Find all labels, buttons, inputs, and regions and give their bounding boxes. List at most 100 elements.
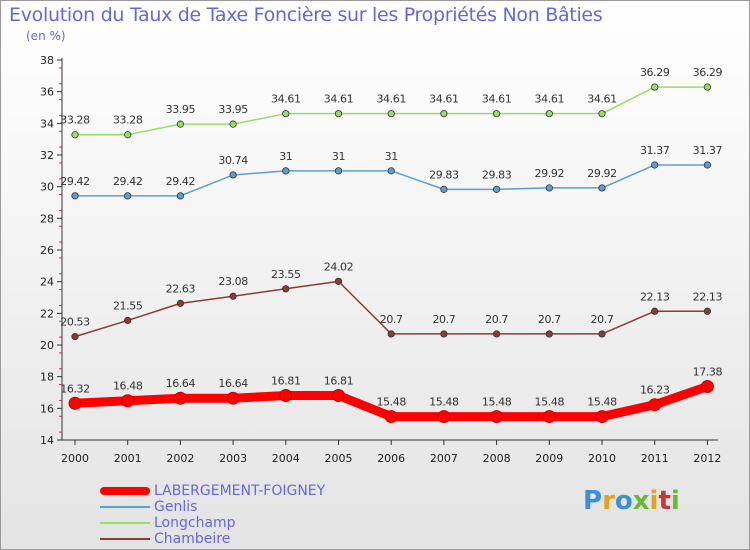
data-label: 17.38 (693, 365, 723, 378)
data-point (173, 391, 187, 405)
logo-letter: i (670, 486, 680, 516)
data-label: 20.7 (432, 313, 455, 326)
logo-letter: t (658, 486, 671, 516)
data-label: 22.63 (166, 282, 196, 295)
data-label: 16.32 (60, 382, 90, 395)
data-point (68, 396, 82, 410)
data-label: 22.13 (640, 290, 670, 303)
data-label: 20.7 (485, 313, 508, 326)
data-label: 20.7 (591, 313, 614, 326)
data-point (703, 83, 712, 91)
data-point (598, 330, 606, 338)
data-point (387, 167, 395, 175)
data-label: 15.48 (587, 396, 617, 409)
data-point (703, 161, 712, 169)
data-point (545, 110, 553, 118)
y-tick-label: 28 (40, 212, 54, 225)
data-label: 29.42 (113, 175, 143, 188)
y-tick-label: 38 (40, 54, 54, 67)
data-point (229, 171, 237, 179)
x-tick-label: 2006 (377, 452, 405, 465)
x-tick-label: 2009 (535, 452, 563, 465)
data-point (124, 131, 132, 139)
data-label: 33.95 (218, 103, 248, 116)
data-label: 23.08 (218, 275, 248, 288)
data-label: 31.37 (693, 144, 723, 157)
data-label: 24.02 (324, 260, 354, 273)
data-label: 16.23 (640, 384, 670, 397)
data-point (226, 391, 240, 405)
data-point (651, 161, 659, 169)
data-label: 33.28 (60, 114, 90, 127)
y-tick-label: 32 (40, 149, 54, 162)
data-label: 29.92 (535, 167, 565, 180)
legend-swatch-genlis (100, 506, 150, 508)
data-label: 34.61 (376, 93, 406, 106)
data-label: 31 (279, 150, 292, 163)
data-label: 36.29 (640, 66, 670, 79)
x-tick-label: 2003 (219, 452, 247, 465)
y-tick-label: 24 (40, 276, 54, 289)
data-point (334, 277, 343, 285)
logo-letter: i (649, 486, 659, 516)
y-tick-label: 14 (40, 434, 54, 447)
series-lines (70, 86, 712, 422)
x-tick-label: 2011 (641, 452, 669, 465)
x-tick-label: 2010 (588, 452, 616, 465)
data-label: 29.92 (587, 167, 617, 180)
x-tick-label: 2012 (693, 452, 721, 465)
logo-letter: P (583, 486, 603, 516)
y-tick-label: 20 (40, 339, 54, 352)
data-label: 33.95 (166, 103, 196, 116)
logo-letter: x (632, 486, 650, 516)
data-point (176, 299, 184, 307)
data-label: 16.64 (218, 377, 248, 390)
data-point (121, 394, 135, 408)
y-tick-label: 30 (40, 181, 54, 194)
data-point (703, 307, 712, 315)
data-label: 22.13 (693, 290, 723, 303)
data-point (492, 185, 501, 193)
data-label: 31 (332, 150, 345, 163)
data-label: 29.83 (429, 168, 459, 181)
data-point (282, 285, 290, 293)
data-label: 34.61 (429, 93, 459, 106)
data-label: 31.37 (640, 144, 670, 157)
data-point (387, 330, 395, 338)
y-tick-label: 22 (40, 307, 54, 320)
data-point (71, 192, 79, 200)
y-tick-label: 34 (40, 117, 54, 130)
data-point (598, 110, 606, 118)
data-label: 34.61 (482, 93, 512, 106)
y-tick-label: 16 (40, 402, 54, 415)
data-label: 15.48 (482, 396, 512, 409)
data-point (176, 120, 184, 128)
legend-swatch-chambeire (100, 538, 150, 540)
chart-title: Evolution du Taux de Taxe Foncière sur l… (9, 4, 603, 26)
data-point (124, 316, 132, 325)
data-label: 31 (385, 150, 398, 163)
y-tick-label: 18 (40, 371, 54, 384)
proxiti-logo: Proxiti (583, 486, 680, 516)
data-point (542, 410, 556, 424)
x-tick-label: 2007 (430, 452, 458, 465)
data-point (124, 192, 132, 200)
y-axis-unit: (en %) (26, 29, 66, 43)
data-point (440, 185, 448, 193)
legend-label: Longchamp (154, 515, 236, 531)
legend-swatch-labergement (100, 487, 150, 495)
data-label: 15.48 (535, 396, 565, 409)
data-label: 21.55 (113, 299, 143, 312)
data-label: 34.61 (324, 93, 354, 106)
data-point (332, 389, 345, 403)
data-point (279, 389, 293, 403)
legend-swatch-longchamp (100, 522, 150, 524)
x-tick-label: 2008 (483, 452, 511, 465)
data-point (440, 330, 448, 338)
data-label: 16.64 (166, 377, 196, 390)
data-point (492, 330, 501, 338)
data-label: 20.7 (538, 313, 561, 326)
y-tick-label: 36 (40, 86, 54, 99)
data-point (700, 379, 714, 393)
